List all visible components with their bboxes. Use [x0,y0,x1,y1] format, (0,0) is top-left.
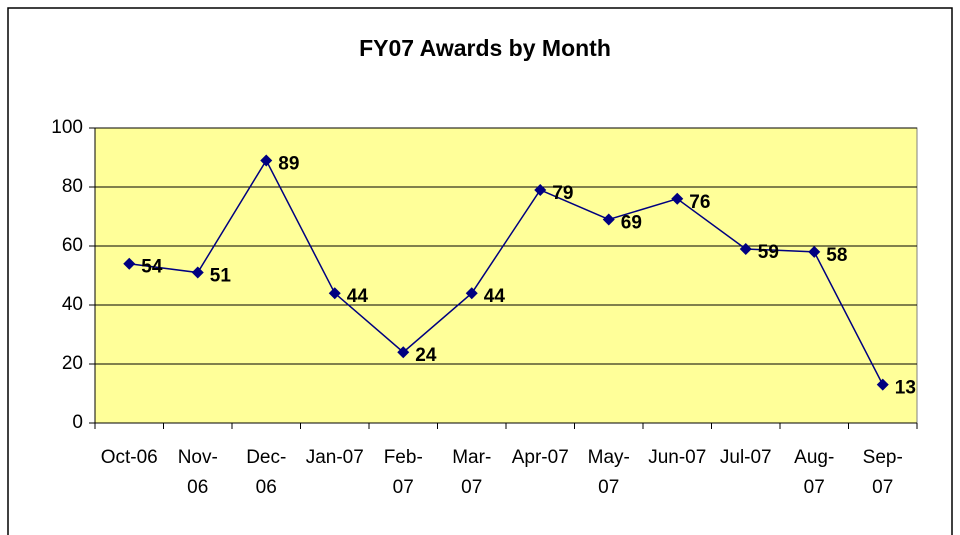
data-label: 69 [621,212,642,233]
data-label: 76 [689,192,710,213]
plot-area [94,127,918,424]
x-tick-label: Jun-07 [648,447,707,468]
data-label: 24 [415,345,437,366]
x-tick-label-box: May-07 [587,447,630,498]
x-tick-label: Feb-07 [383,447,423,498]
data-label: 54 [141,257,163,278]
x-tick-label: Aug-07 [794,447,835,498]
y-tick-label: 100 [51,117,83,138]
y-tick-label: 60 [62,235,83,256]
marker [671,192,684,205]
x-tick-label: Mar-07 [452,447,492,498]
x-tick-label: Dec-06 [246,447,287,498]
marker [328,287,341,300]
data-label: 51 [210,266,232,287]
data-label: 89 [278,153,299,174]
x-tick-label-box: Feb-07 [383,447,423,498]
y-tick-label: 40 [62,294,83,315]
series-line [129,158,884,385]
y-tick-label: 80 [62,176,83,197]
x-tick-label: Sep-07 [862,447,903,498]
marker [123,257,136,270]
marker [260,154,273,167]
x-tick-label-box: Nov-06 [177,447,218,498]
x-tick-label: May-07 [587,447,630,498]
x-tick-label-box: Mar-07 [452,447,492,498]
x-tick-label-box: Oct-06 [100,447,158,468]
x-tick-label-box: Aug-07 [794,447,835,498]
x-tick-label: Jul-07 [719,447,772,468]
x-tick-label: Apr-07 [511,447,569,468]
data-label: 59 [758,242,779,263]
data-label: 13 [895,378,916,399]
marker [808,245,821,258]
chart-title: FY07 Awards by Month [359,35,611,61]
x-tick-label-box: Apr-07 [511,447,569,468]
y-tick-label: 0 [72,412,83,433]
marker [191,266,204,279]
x-tick-label-box: Dec-06 [246,447,287,498]
data-label: 58 [826,245,847,266]
x-tick-label-box: Sep-07 [862,447,903,498]
marker [534,183,547,196]
data-label: 44 [347,286,369,307]
x-tick-label-box: Jun-07 [648,447,707,468]
marker [876,378,889,391]
x-tick-label: Jan-07 [305,447,364,468]
marker [739,242,752,255]
x-tick-label: Nov-06 [177,447,218,498]
marker [465,287,478,300]
x-tick-label-box: Jul-07 [719,447,772,468]
x-tick-label-box: Jan-07 [305,447,364,468]
marker [602,213,615,226]
data-label: 79 [552,183,573,204]
x-tick-label: Oct-06 [100,447,158,468]
data-label: 44 [484,286,506,307]
marker [397,346,410,359]
y-tick-label: 20 [62,353,83,374]
